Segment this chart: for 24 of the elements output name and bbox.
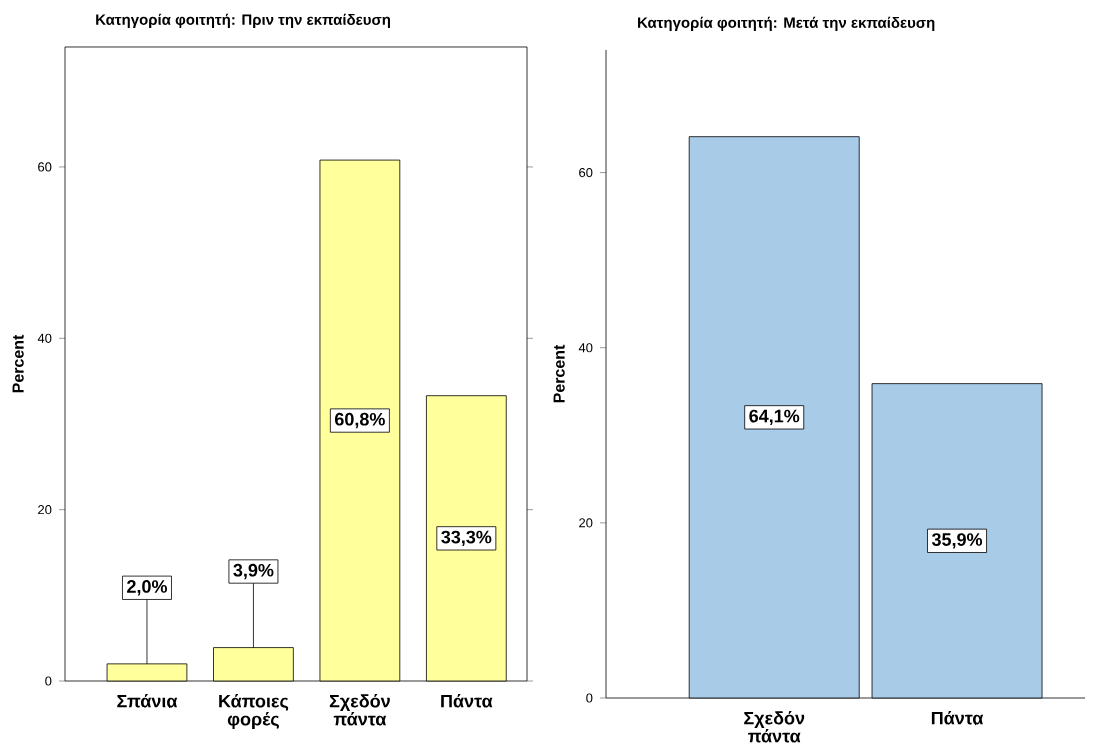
y-tick-label: 40 [578, 343, 593, 353]
data-label: 35,9% [931, 533, 983, 549]
y-tick-label: 40 [37, 333, 52, 343]
y-axis-title: Percent [553, 344, 565, 403]
y-tick-label: 20 [579, 518, 593, 528]
chart-title: Κατηγορία φοιτητή: Μετά την εκπαίδευση [638, 16, 935, 31]
data-label: 60,8% [335, 412, 385, 429]
y-tick-label: 0 [586, 693, 593, 703]
x-tick-label: Σπάνια [117, 694, 178, 708]
x-tick-label: Σχεδόν πάντα [744, 711, 805, 743]
y-tick-label: 20 [38, 505, 52, 515]
x-tick-label: Πάντα [441, 694, 493, 708]
x-tick-label: Κάποιες φορές [219, 694, 289, 730]
y-tick-label: 60 [579, 168, 593, 178]
chart-title: Κατηγορία φοιτητή: Πριν την εκπαίδευση [96, 13, 390, 28]
data-label: 64,1% [749, 409, 800, 426]
x-tick-label: Πάντα [931, 711, 984, 725]
y-tick-label: 60 [38, 162, 52, 172]
data-label: 33,3% [441, 530, 492, 547]
x-tick-label: Σχεδόν πάντα [329, 694, 390, 726]
data-label: 2,0% [127, 580, 168, 596]
y-tick-label: 0 [45, 676, 52, 686]
y-axis-title: Percent [12, 334, 24, 393]
data-label: 3,9% [233, 563, 274, 580]
